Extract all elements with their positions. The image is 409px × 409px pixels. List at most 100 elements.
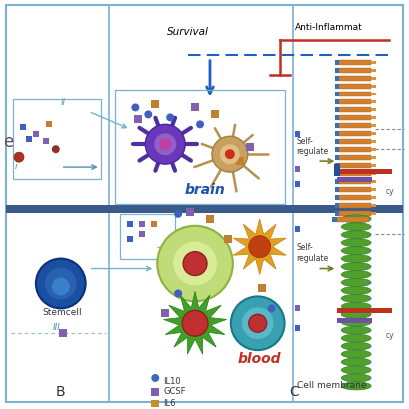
Bar [151,388,159,396]
Bar [371,117,376,119]
Text: i: i [15,162,18,171]
Circle shape [220,144,240,164]
Circle shape [154,133,176,155]
Bar [339,195,371,200]
Bar [371,140,376,143]
Circle shape [182,310,208,336]
Bar [246,143,254,151]
Bar [186,208,194,216]
Text: B: B [56,385,65,399]
Bar [335,99,339,104]
Bar [128,236,133,242]
Bar [139,231,145,237]
Bar [335,124,339,128]
Bar [339,203,371,208]
Ellipse shape [341,223,371,231]
Bar [371,61,376,64]
Text: cy: cy [386,187,395,196]
Circle shape [174,290,182,297]
Bar [335,155,339,160]
Polygon shape [164,292,227,354]
Bar [211,110,219,118]
Bar [258,285,266,292]
Bar [371,156,376,159]
Bar [339,211,371,216]
Circle shape [145,124,185,164]
Bar [339,115,371,120]
Bar [339,108,371,112]
Text: Self-
regulate: Self- regulate [297,137,329,156]
Bar [371,172,376,175]
Text: Cell membrane: Cell membrane [297,381,367,390]
Bar [135,115,142,124]
Text: III: III [53,323,61,332]
Circle shape [14,152,24,162]
Text: Self-
regulate: Self- regulate [297,243,329,263]
Bar [33,131,39,137]
Bar [335,108,339,112]
Ellipse shape [341,334,371,342]
Text: GCSF: GCSF [163,387,186,396]
Bar [20,124,26,130]
Text: Survival: Survival [167,27,209,37]
Polygon shape [233,219,286,274]
Ellipse shape [341,239,371,247]
Text: Stemcell: Stemcell [43,308,83,317]
Bar [335,171,339,176]
Text: IL10: IL10 [163,378,181,387]
Bar [151,400,159,408]
Bar [371,188,376,191]
Ellipse shape [341,294,371,302]
Circle shape [173,242,217,285]
Circle shape [52,145,60,153]
Ellipse shape [341,255,371,263]
Bar [339,187,371,192]
Bar [371,85,376,88]
Bar [335,179,339,184]
Bar [6,205,403,213]
Bar [26,136,32,142]
Bar [371,180,376,183]
Ellipse shape [341,366,371,374]
Text: ii: ii [61,99,66,108]
Text: Anti-Inflammat: Anti-Inflammat [294,23,362,32]
Ellipse shape [341,374,371,382]
Ellipse shape [341,382,371,390]
Bar [371,196,376,199]
Bar [335,67,339,73]
Circle shape [45,267,77,299]
Bar [161,309,169,317]
Bar [294,226,301,232]
Ellipse shape [341,279,371,286]
Ellipse shape [341,270,371,279]
Text: cy: cy [386,331,395,340]
Bar [371,76,376,80]
Circle shape [159,138,171,150]
Text: IL6: IL6 [163,399,176,408]
Bar [339,131,371,136]
Ellipse shape [341,215,371,223]
Circle shape [231,297,285,350]
Bar [334,164,340,176]
Bar [335,139,339,144]
Bar [339,124,371,128]
Bar [59,329,67,337]
Circle shape [144,110,152,118]
Circle shape [151,374,159,382]
Bar [191,103,199,111]
Bar [335,147,339,152]
Bar [339,60,371,65]
Bar [335,203,339,208]
Circle shape [249,236,271,258]
Circle shape [174,210,182,218]
Bar [371,69,376,72]
Bar [335,60,339,65]
Ellipse shape [341,310,371,318]
Circle shape [183,252,207,276]
Bar [151,101,159,108]
Bar [337,318,372,323]
Circle shape [157,226,233,301]
Circle shape [267,304,276,312]
Bar [294,181,301,187]
Text: e: e [3,133,13,151]
